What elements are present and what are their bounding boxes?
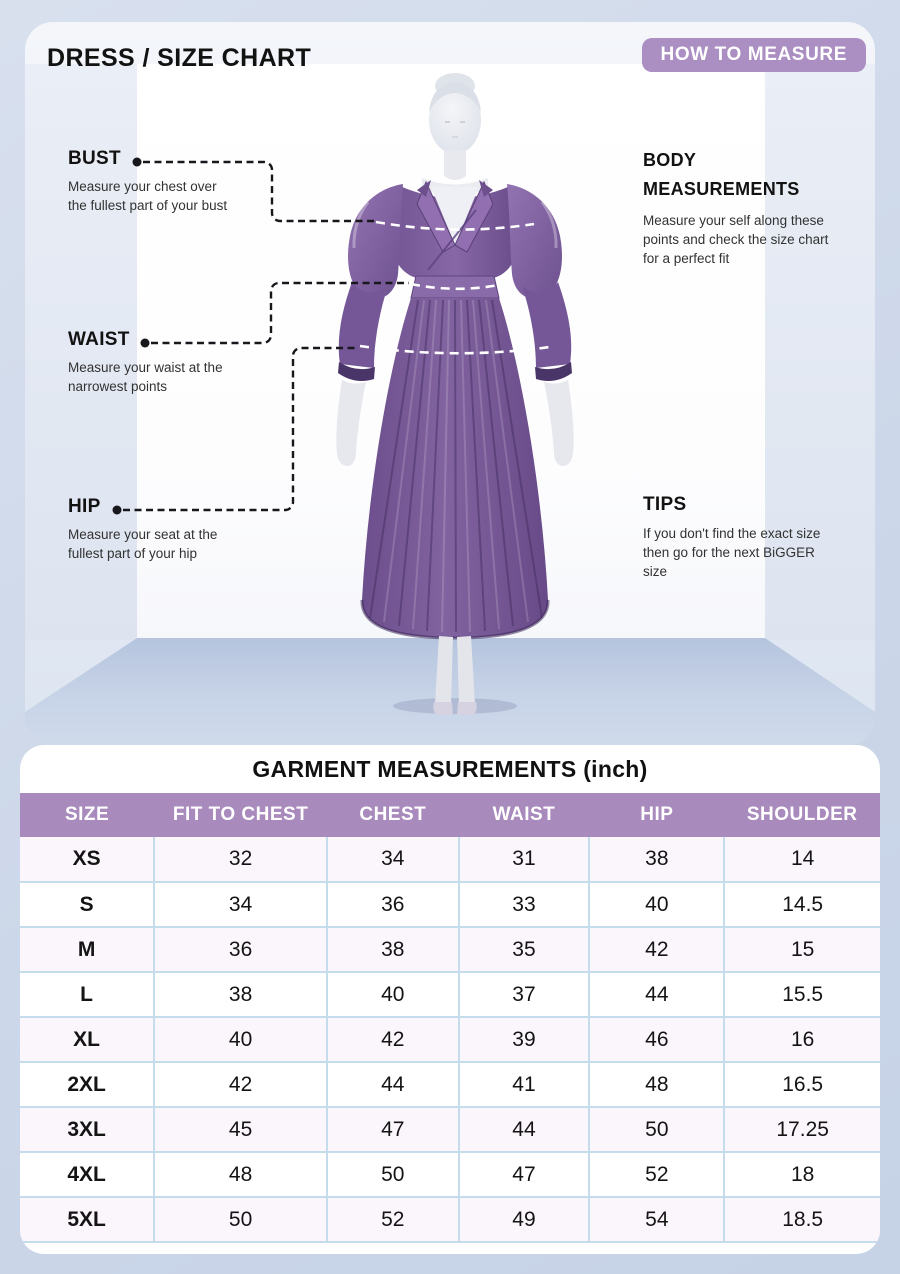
- col-header-shoulder: SHOULDER: [724, 793, 880, 837]
- table-row: 5XL 50 52 49 54 18.5: [20, 1197, 880, 1243]
- tips-label: TIPS: [643, 494, 687, 515]
- size-cell: 4XL: [20, 1152, 155, 1198]
- measurement-cell: 15: [723, 927, 880, 973]
- measurement-cell: 52: [588, 1152, 725, 1198]
- measurement-cell: 42: [326, 1017, 459, 1063]
- size-cell: M: [20, 927, 155, 973]
- col-header-fit-to-chest: FIT TO CHEST: [154, 793, 328, 837]
- measurement-cell: 38: [153, 972, 328, 1018]
- body-measurements-label: BODY MEASUREMENTS: [643, 150, 800, 200]
- hip-description: Measure your seat at the fullest part of…: [68, 527, 218, 561]
- measurement-cell: 32: [153, 837, 328, 883]
- measurement-cell: 16.5: [723, 1062, 880, 1108]
- measurement-cell: 38: [588, 837, 725, 883]
- col-header-waist: WAIST: [458, 793, 590, 837]
- measurement-cell: 48: [588, 1062, 725, 1108]
- size-cell: S: [20, 882, 155, 928]
- measurement-cell: 44: [326, 1062, 459, 1108]
- studio-floor: [25, 638, 875, 745]
- measurement-cell: 34: [153, 882, 328, 928]
- measurement-cell: 14.5: [723, 882, 880, 928]
- size-cell: 3XL: [20, 1107, 155, 1153]
- measurement-cell: 18: [723, 1152, 880, 1198]
- studio-right-wall: [765, 64, 875, 640]
- waist-description: Measure your waist at the narrowest poin…: [68, 360, 223, 394]
- measurement-cell: 44: [588, 972, 725, 1018]
- table-row: XS 32 34 31 38 14: [20, 837, 880, 883]
- measurement-cell: 48: [153, 1152, 328, 1198]
- size-cell: 2XL: [20, 1062, 155, 1108]
- measurement-cell: 54: [588, 1197, 725, 1243]
- measurement-cell: 16: [723, 1017, 880, 1063]
- measurement-cell: 15.5: [723, 972, 880, 1018]
- how-to-measure-badge[interactable]: HOW TO MEASURE: [641, 38, 866, 72]
- measurement-cell: 40: [326, 972, 459, 1018]
- garment-measurements-card: GARMENT MEASUREMENTS (inch) SIZE FIT TO …: [20, 745, 880, 1254]
- measurement-cell: 42: [588, 927, 725, 973]
- measurement-cell: 46: [588, 1017, 725, 1063]
- measurement-cell: 18.5: [723, 1197, 880, 1243]
- measurement-cell: 40: [153, 1017, 328, 1063]
- measurement-cell: 17.25: [723, 1107, 880, 1153]
- table-row: XL 40 42 39 46 16: [20, 1017, 880, 1063]
- bust-label: BUST: [68, 148, 121, 169]
- table-row: S 34 36 33 40 14.5: [20, 882, 880, 928]
- measurement-cell: 37: [457, 972, 590, 1018]
- page-title: DRESS / SIZE CHART: [47, 44, 312, 72]
- measurement-cell: 14: [723, 837, 880, 883]
- measurement-cell: 52: [326, 1197, 459, 1243]
- tips-description: If you don't find the exact size then go…: [643, 526, 821, 579]
- table-row: L 38 40 37 44 15.5: [20, 972, 880, 1018]
- measurement-cell: 41: [457, 1062, 590, 1108]
- col-header-size: SIZE: [20, 793, 155, 837]
- size-cell: XL: [20, 1017, 155, 1063]
- body-measurements-description: Measure your self along these points and…: [643, 213, 829, 266]
- col-header-chest: CHEST: [327, 793, 459, 837]
- measurement-cell: 50: [588, 1107, 725, 1153]
- measurement-cell: 35: [457, 927, 590, 973]
- waist-label: WAIST: [68, 329, 130, 350]
- measurement-cell: 31: [457, 837, 590, 883]
- measurement-cell: 34: [326, 837, 459, 883]
- table-row: 2XL 42 44 41 48 16.5: [20, 1062, 880, 1108]
- measurement-cell: 33: [457, 882, 590, 928]
- size-cell: XS: [20, 837, 155, 883]
- size-chart-table: SIZE FIT TO CHEST CHEST WAIST HIP SHOULD…: [20, 793, 880, 1243]
- measurement-cell: 50: [153, 1197, 328, 1243]
- size-chart-hero-card: DRESS / SIZE CHART HOW TO MEASURE BUST M…: [25, 22, 875, 745]
- measurement-cell: 44: [457, 1107, 590, 1153]
- bust-description: Measure your chest over the fullest part…: [68, 179, 228, 213]
- measurement-cell: 47: [326, 1107, 459, 1153]
- hip-label: HIP: [68, 496, 101, 517]
- measurement-cell: 36: [326, 882, 459, 928]
- table-title: GARMENT MEASUREMENTS (inch): [252, 755, 648, 782]
- measurement-cell: 45: [153, 1107, 328, 1153]
- col-header-hip: HIP: [589, 793, 725, 837]
- studio-left-wall: [25, 64, 137, 640]
- size-cell: 5XL: [20, 1197, 155, 1243]
- table-row: 3XL 45 47 44 50 17.25: [20, 1107, 880, 1153]
- measurement-cell: 47: [457, 1152, 590, 1198]
- measurement-cell: 50: [326, 1152, 459, 1198]
- measurement-cell: 38: [326, 927, 459, 973]
- measurement-cell: 49: [457, 1197, 590, 1243]
- measurement-cell: 36: [153, 927, 328, 973]
- measurement-cell: 39: [457, 1017, 590, 1063]
- table-row: 4XL 48 50 47 52 18: [20, 1152, 880, 1198]
- table-row: M 36 38 35 42 15: [20, 927, 880, 973]
- measurement-cell: 42: [153, 1062, 328, 1108]
- measurement-cell: 40: [588, 882, 725, 928]
- size-cell: L: [20, 972, 155, 1018]
- table-header-row: SIZE FIT TO CHEST CHEST WAIST HIP SHOULD…: [20, 793, 880, 837]
